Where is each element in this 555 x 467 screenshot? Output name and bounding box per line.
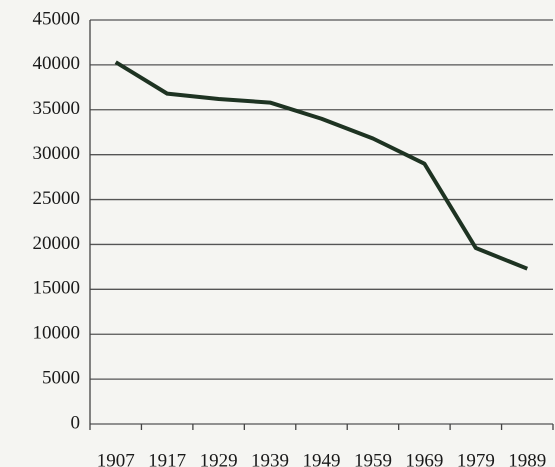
y-tick-label: 45000 [33,8,81,29]
y-tick-label: 5000 [42,367,80,388]
y-tick-label: 15000 [33,278,81,299]
x-tick-label: 1907 [97,450,135,467]
x-tick-label: 1959 [354,450,392,467]
x-tick-label: 1989 [508,450,546,467]
x-tick-label: 1949 [303,450,341,467]
y-tick-label: 30000 [33,143,81,164]
x-tick-label: 1939 [251,450,289,467]
y-tick-label: 35000 [33,98,81,119]
x-tick-label: 1917 [148,450,186,467]
data-line [114,60,529,271]
y-tick-label: 40000 [33,53,81,74]
y-tick-label: 20000 [33,233,81,254]
y-tick-label: 25000 [33,188,81,209]
x-tick-label: 1979 [457,450,495,467]
y-tick-label: 10000 [33,323,81,344]
x-tick-label: 1929 [200,450,238,467]
x-tick-label: 1969 [405,450,443,467]
y-tick-label: 0 [71,412,81,433]
